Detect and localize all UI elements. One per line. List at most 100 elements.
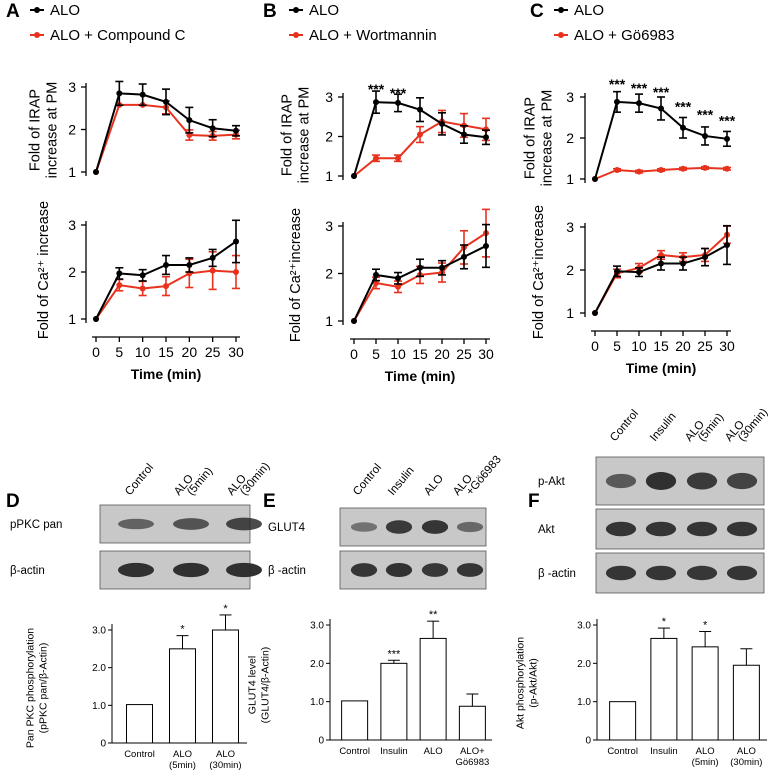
blot-band	[226, 517, 262, 531]
x-tick-label: 10	[631, 338, 647, 354]
blot-band	[173, 518, 209, 530]
data-point	[233, 127, 239, 134]
x-tick-label: Insulin	[650, 746, 677, 757]
y-tick-label: 2	[68, 264, 76, 280]
data-point	[658, 260, 664, 267]
data-point	[461, 131, 467, 138]
data-point	[373, 280, 379, 286]
x-tick-label: 5	[115, 344, 123, 360]
y-tick-label: 1	[68, 311, 76, 327]
data-point	[163, 261, 169, 268]
legend-marker	[34, 7, 40, 13]
data-point	[614, 268, 620, 275]
x-tick-label: ALO	[173, 749, 192, 760]
y-tick-label: 1.0	[92, 701, 106, 712]
line-chart-C-bottom: 1 2 3 Fold of Ca²⁺increase 0 5 10 15 20 25 30 Time …	[531, 205, 735, 376]
data-point	[658, 166, 664, 173]
legend-marker	[558, 7, 564, 13]
x-tick-label: 25	[456, 346, 472, 362]
blot-row-label: pPKC pan	[10, 519, 62, 531]
data-point	[417, 106, 423, 113]
legend-B: ALO ALO + Wortmannin	[289, 2, 437, 44]
bar	[419, 637, 447, 741]
data-point	[439, 120, 445, 127]
line-chart-A-bottom: 1 2 3 Fold of Ca²⁺ increase 0 5 10 15 20 25 30 Time…	[36, 201, 244, 382]
blot-column-label: +Gö6983	[464, 454, 504, 498]
blot-row-label: β -actin	[268, 565, 306, 577]
panel-letter-F: F	[528, 491, 540, 512]
data-point	[636, 269, 642, 276]
blot-row-label: β -actin	[538, 568, 576, 580]
data-point	[373, 99, 379, 106]
x-tick-label: 20	[434, 346, 450, 362]
data-point	[636, 168, 642, 175]
panel-letter-B: B	[263, 1, 277, 22]
y-tick-label: 2.0	[92, 663, 106, 674]
y-tick-label: 3	[325, 218, 333, 234]
blot-column-label: Insulin	[386, 465, 417, 498]
blot-band	[385, 562, 413, 578]
x-tick-label: ALO	[216, 749, 235, 760]
x-tick-label: 10	[135, 344, 151, 360]
blot-band	[118, 562, 154, 578]
y-tick-label: 2	[325, 129, 333, 145]
panel-letter-C: C	[530, 1, 544, 22]
significance-stars: ***	[387, 648, 401, 660]
legend-marker	[558, 32, 564, 38]
x-tick-label: 25	[205, 344, 221, 360]
significance-stars: ***	[675, 98, 692, 114]
bar	[212, 629, 239, 744]
legend-label: ALO + Compound C	[50, 27, 186, 44]
legend-label: ALO	[309, 2, 339, 19]
y-tick-label: 0	[318, 736, 324, 747]
y-tick-label: 2	[566, 130, 574, 146]
y-tick-label: 0	[100, 739, 106, 750]
legend-label: ALO	[50, 2, 80, 19]
data-point	[163, 283, 169, 290]
data-point	[93, 169, 99, 175]
data-point	[395, 283, 401, 290]
x-axis-label: Time (min)	[131, 366, 202, 382]
significance-stars: ***	[631, 80, 648, 96]
data-point	[116, 90, 123, 97]
x-tick-label: 20	[675, 338, 691, 354]
blot-band	[173, 562, 209, 578]
x-tick-label: 30	[478, 346, 494, 362]
data-point	[186, 117, 193, 124]
blot-row-label: Akt	[538, 524, 555, 536]
data-point	[233, 238, 239, 245]
data-point	[395, 275, 401, 282]
blot-band	[726, 565, 758, 581]
x-tick-label: 5	[613, 338, 621, 354]
data-point	[702, 164, 708, 171]
x-tick-label: 30	[228, 344, 244, 360]
blot-row-label: β-actin	[10, 565, 45, 577]
significance-stars: ***	[390, 85, 407, 101]
x-tick-label: ALO	[424, 746, 443, 757]
data-point	[592, 310, 598, 316]
y-tick-label: 3	[325, 89, 333, 105]
blot-band	[350, 522, 378, 532]
data-point	[209, 125, 216, 132]
data-point	[233, 269, 239, 275]
line-chart-C-top: 1 2 3 Fold of IRAP increase at PM *** *** *** **…	[523, 76, 736, 187]
data-point	[139, 272, 146, 279]
x-tick-label: (30min)	[730, 757, 762, 768]
legend-label: ALO + Gö6983	[574, 27, 675, 44]
blot-band	[686, 565, 718, 581]
data-point	[163, 98, 169, 105]
x-tick-label: 25	[697, 338, 713, 354]
data-point	[658, 105, 664, 112]
bar-chart-F-bar: 0 1.0 2.0 3.0 Akt phosphorylation (p-Akt/Akt)…	[515, 616, 767, 768]
data-point	[417, 131, 423, 138]
x-tick-label: 5	[372, 346, 380, 362]
blot-column-label: Control	[351, 462, 384, 498]
bar	[380, 662, 408, 741]
legend-C: ALO ALO + Gö6983	[554, 2, 675, 44]
data-point	[483, 134, 489, 141]
data-point	[680, 124, 686, 131]
y-tick-label: 1	[325, 313, 333, 329]
data-point	[373, 271, 379, 278]
x-tick-label: 30	[719, 338, 735, 354]
x-tick-label: 15	[412, 346, 428, 362]
